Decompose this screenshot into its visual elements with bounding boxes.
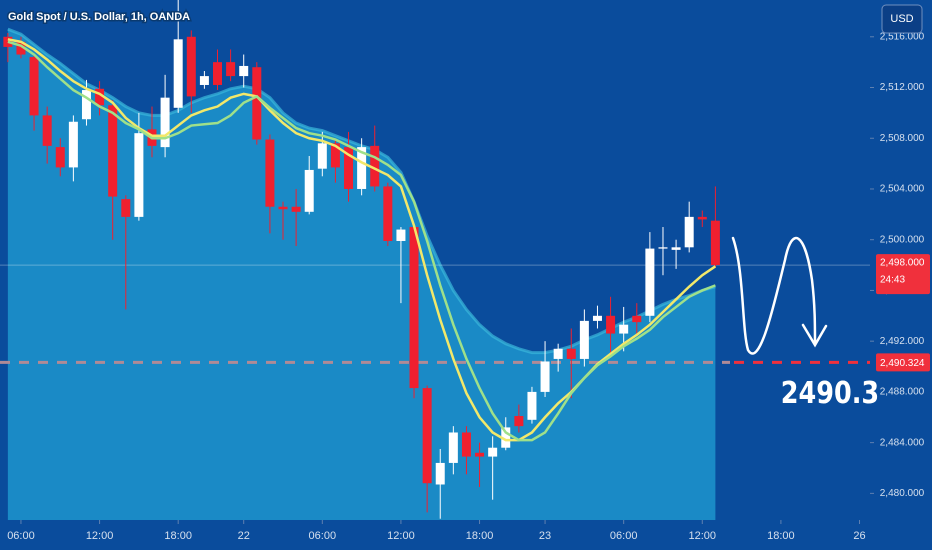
y-tick-label: 2,516.000 [880, 31, 925, 42]
y-tick-label: 2,512.000 [880, 82, 925, 93]
candle-body [42, 115, 52, 146]
candle-body [514, 416, 524, 427]
x-tick-label: 18:00 [164, 530, 192, 542]
band-area [7, 29, 716, 520]
x-tick-label: 06:00 [309, 530, 337, 542]
candle-body [29, 57, 39, 116]
candle-body [173, 39, 183, 108]
candle-body [3, 36, 13, 47]
last-price-box [876, 254, 930, 295]
candle-body [684, 216, 694, 248]
candle-body [291, 206, 301, 212]
y-tick-label: 2,480.000 [880, 488, 925, 499]
candle-body [55, 147, 65, 168]
candle-body [488, 447, 498, 457]
candle-body [317, 143, 327, 169]
candle-body [475, 452, 485, 457]
candle-body [606, 315, 616, 334]
x-tick-label: 22 [238, 530, 250, 542]
y-tick-label: 2,492.000 [880, 336, 925, 347]
candle-body [710, 220, 720, 266]
candle-body [409, 227, 419, 389]
x-tick-label: 12:00 [387, 530, 415, 542]
currency-button[interactable] [881, 4, 923, 34]
candle-body [252, 67, 262, 140]
x-tick-label: 06:00 [610, 530, 638, 542]
x-tick-label: 26 [853, 530, 865, 542]
candle-body [566, 348, 576, 359]
x-tick-label: 18:00 [466, 530, 494, 542]
x-tick-label: 06:00 [7, 530, 35, 542]
currency-label[interactable]: USD [890, 13, 913, 25]
candle-body [226, 62, 236, 77]
target-label: 2,490.324 [880, 358, 925, 369]
x-tick-label: 18:00 [767, 530, 795, 542]
y-tick-label: 2,484.000 [880, 437, 925, 448]
candle-body [435, 462, 445, 485]
x-tick-label: 12:00 [689, 530, 717, 542]
candle-body [461, 432, 471, 457]
candle-body [396, 229, 406, 241]
candle-body [344, 147, 354, 189]
candle-body [540, 361, 550, 392]
x-tick-label: 23 [539, 530, 551, 542]
candle-body [697, 216, 707, 220]
candle-body [422, 388, 432, 484]
candle-body [278, 206, 288, 210]
target-box [876, 353, 930, 372]
y-tick-label: 2,488.000 [880, 387, 925, 398]
drawn-arrow [731, 236, 828, 355]
candle-body [199, 76, 209, 85]
candle-body [265, 139, 275, 207]
candle-body [658, 247, 668, 249]
candle-body [81, 90, 91, 120]
annotation: 2490.3 [781, 375, 879, 411]
candle-body [632, 315, 642, 323]
candle-body [330, 143, 340, 168]
candle-body [448, 432, 458, 463]
candle-body [579, 320, 589, 359]
chart-title: Gold Spot / U.S. Dollar, 1h, OANDA [8, 11, 190, 23]
candle-body [68, 121, 78, 168]
candle-body [370, 145, 380, 187]
last-price-label: 2,498.000 [880, 258, 925, 269]
candle-body [645, 248, 655, 316]
candle-body [160, 97, 170, 148]
candle-body [619, 324, 629, 334]
candle-body [95, 88, 105, 106]
plot-area: 2,480.000 2,484.000 2,488.000 2,492.000 2,49… [0, 0, 925, 542]
candle-body [16, 41, 26, 55]
candle-body [592, 315, 602, 321]
indicator-line [7, 40, 716, 442]
x-tick-label: 12:00 [86, 530, 114, 542]
candle-body [108, 105, 118, 197]
candle-body [671, 247, 681, 250]
y-tick-label: 2,500.000 [880, 234, 925, 245]
candle-body [134, 133, 144, 217]
y-tick-label: 2,504.000 [880, 184, 925, 195]
candle-body [213, 62, 222, 85]
countdown-label: 24:43 [880, 275, 905, 286]
candle-body [553, 348, 563, 359]
candle-body [383, 186, 393, 241]
candle-body [527, 391, 537, 420]
candle-body [239, 65, 249, 77]
candle-body [121, 199, 131, 217]
candle-body [186, 36, 196, 97]
candle-body [357, 147, 367, 189]
y-tick-label: 2,508.000 [880, 133, 925, 144]
candle-body [501, 427, 511, 448]
candle-body [304, 169, 314, 212]
